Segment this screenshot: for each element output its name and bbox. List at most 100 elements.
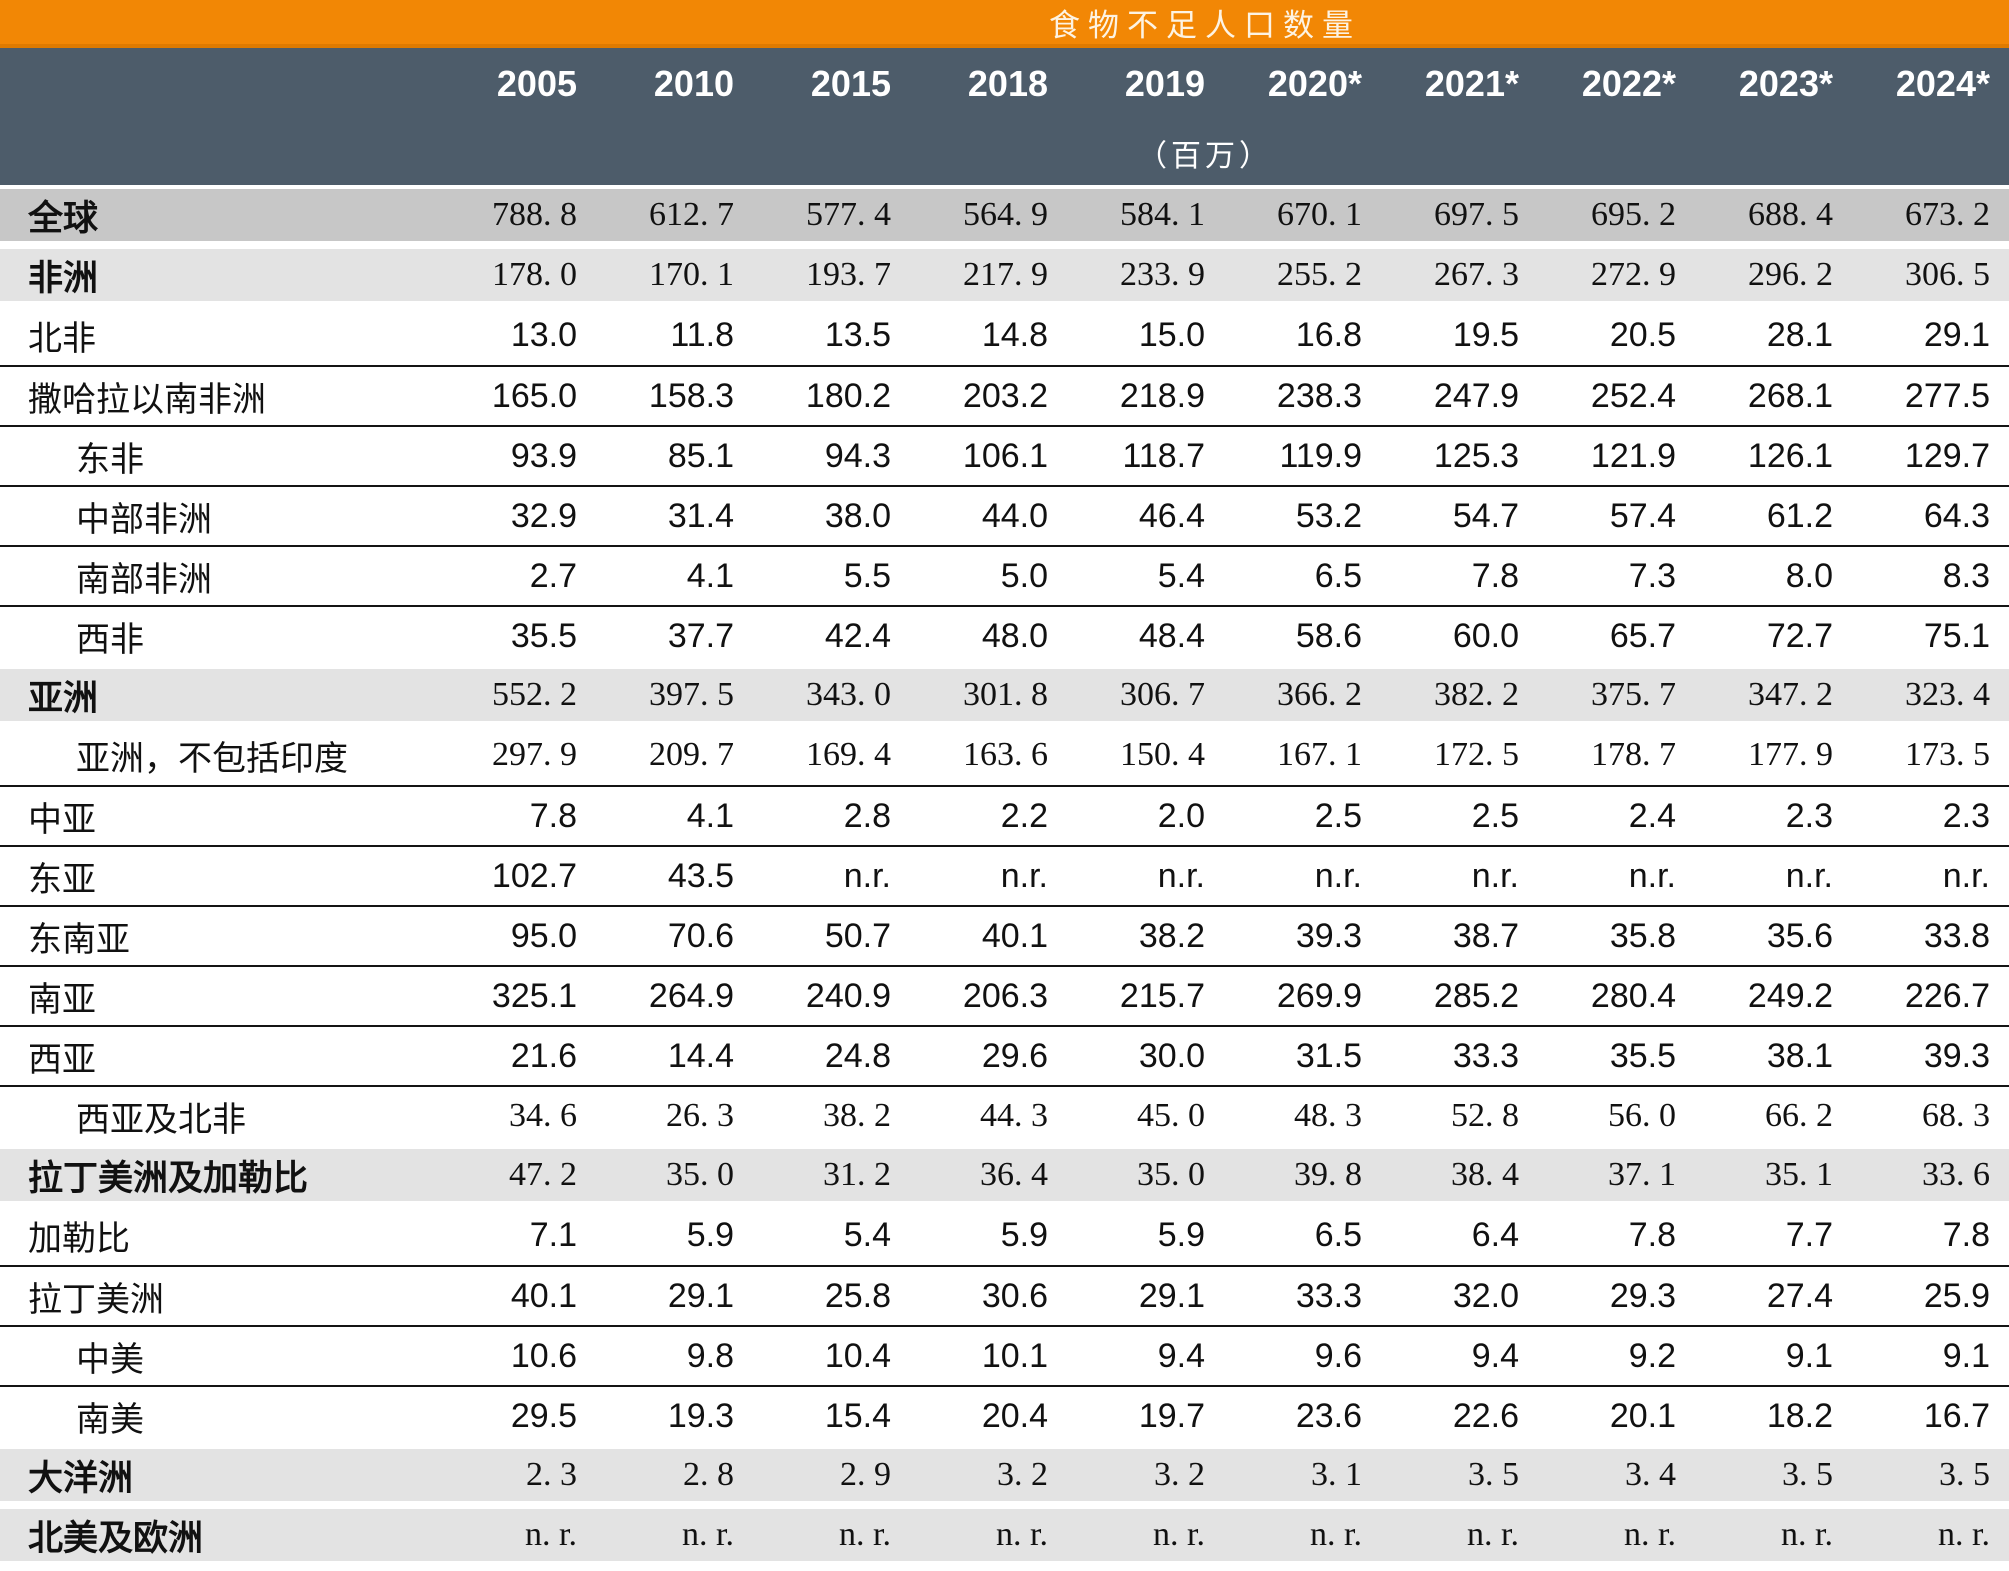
value-cell: 552. 2 bbox=[492, 676, 577, 713]
value-cell: 296. 2 bbox=[1748, 256, 1833, 293]
value-cell: 60.0 bbox=[1452, 616, 1519, 655]
table-row: 北美及欧洲 n. r. n. r. n. r. n. r. n. r. n. r. n. r.… bbox=[0, 1505, 2009, 1565]
value-cell: 40.1 bbox=[981, 916, 1048, 955]
value-cell: 36. 4 bbox=[980, 1156, 1048, 1193]
value-cell: 18.2 bbox=[1766, 1396, 1833, 1435]
value-cell: 180.2 bbox=[805, 376, 891, 415]
value-cell: n. r. bbox=[1781, 1516, 1833, 1553]
value-cell: 33.3 bbox=[1452, 1036, 1519, 1075]
value-cell: 48. 3 bbox=[1294, 1097, 1362, 1134]
row-label: 拉丁美洲 bbox=[28, 1281, 164, 1319]
value-cell: 15.4 bbox=[824, 1396, 891, 1435]
value-cell: 29.1 bbox=[1138, 1276, 1205, 1315]
value-cell: 255. 2 bbox=[1277, 256, 1362, 293]
value-cell: 2.5 bbox=[1471, 796, 1519, 835]
value-cell: 126.1 bbox=[1747, 436, 1833, 475]
value-cell: 206.3 bbox=[962, 976, 1048, 1015]
value-cell: 238.3 bbox=[1276, 376, 1362, 415]
value-cell: 38.0 bbox=[824, 496, 891, 535]
value-cell: 301. 8 bbox=[963, 676, 1048, 713]
value-cell: 267. 3 bbox=[1434, 256, 1519, 293]
column-header: 2022* bbox=[1581, 63, 1676, 104]
value-cell: 3. 2 bbox=[997, 1456, 1048, 1493]
column-header: 2005 bbox=[496, 63, 577, 104]
value-cell: 2.2 bbox=[1000, 796, 1048, 835]
value-cell: 3. 5 bbox=[1939, 1456, 1990, 1493]
value-cell: 178. 0 bbox=[492, 256, 577, 293]
value-cell: 7.8 bbox=[529, 796, 577, 835]
value-cell: 397. 5 bbox=[649, 676, 734, 713]
column-header: 2020* bbox=[1267, 63, 1362, 104]
value-cell: 68. 3 bbox=[1922, 1097, 1990, 1134]
table-row: 拉丁美洲及加勒比 47. 2 35. 0 31. 2 36. 4 35. 0 39. 8 38… bbox=[0, 1145, 2009, 1205]
value-cell: 375. 7 bbox=[1591, 676, 1676, 713]
value-cell: 48.0 bbox=[981, 616, 1048, 655]
value-cell: 577. 4 bbox=[806, 196, 891, 233]
value-cell: 35.6 bbox=[1766, 916, 1833, 955]
value-cell: 215.7 bbox=[1119, 976, 1205, 1015]
table-row: 中亚 7.8 4.1 2.8 2.2 2.0 2.5 2.5 2.4 2.3 2.3 bbox=[0, 785, 2009, 845]
table-row: 亚洲，不包括印度 297. 9 209. 7 169. 4 163. 6 150. 4 16… bbox=[0, 725, 2009, 785]
value-cell: n. r. bbox=[1938, 1516, 1990, 1553]
value-cell: 20.1 bbox=[1609, 1396, 1676, 1435]
value-cell: 34. 6 bbox=[509, 1097, 577, 1134]
table-row: 东非 93.9 85.1 94.3 106.1 118.7 119.9 125.3 121.9 1… bbox=[0, 425, 2009, 485]
value-cell: 163. 6 bbox=[963, 736, 1048, 773]
row-label: 亚洲，不包括印度 bbox=[76, 740, 348, 778]
value-cell: 7.7 bbox=[1785, 1215, 1833, 1254]
table-row: 西非 35.5 37.7 42.4 48.0 48.4 58.6 60.0 65.7 72.7 75… bbox=[0, 605, 2009, 665]
value-cell: 158.3 bbox=[648, 376, 734, 415]
value-cell: 3. 5 bbox=[1468, 1456, 1519, 1493]
value-cell: 13.5 bbox=[824, 315, 891, 354]
value-cell: 306. 7 bbox=[1120, 676, 1205, 713]
value-cell: 47. 2 bbox=[509, 1156, 577, 1193]
row-label: 非洲 bbox=[28, 258, 99, 299]
value-cell: 193. 7 bbox=[806, 256, 891, 293]
value-cell: 22.6 bbox=[1452, 1396, 1519, 1435]
value-cell: 5.4 bbox=[1157, 556, 1205, 595]
value-cell: 2.4 bbox=[1628, 796, 1676, 835]
row-label: 中美 bbox=[76, 1341, 144, 1379]
value-cell: 19.5 bbox=[1452, 315, 1519, 354]
value-cell: 20.5 bbox=[1609, 315, 1676, 354]
value-cell: 169. 4 bbox=[806, 736, 891, 773]
value-cell: 85.1 bbox=[667, 436, 734, 475]
row-label: 拉丁美洲及加勒比 bbox=[28, 1158, 309, 1199]
value-cell: 9.4 bbox=[1157, 1336, 1205, 1375]
value-cell: n. r. bbox=[1624, 1516, 1676, 1553]
value-cell: 2.8 bbox=[843, 796, 891, 835]
value-cell: 217. 9 bbox=[963, 256, 1048, 293]
value-cell: 44.0 bbox=[981, 496, 1048, 535]
table-row: 西亚及北非 34. 6 26. 3 38. 2 44. 3 45. 0 48. 3 52. 8… bbox=[0, 1085, 2009, 1145]
value-cell: 323. 4 bbox=[1905, 676, 1990, 713]
value-cell: 366. 2 bbox=[1277, 676, 1362, 713]
value-cell: n.r. bbox=[1314, 856, 1362, 895]
value-cell: 35. 1 bbox=[1765, 1156, 1833, 1193]
row-label: 南亚 bbox=[28, 981, 96, 1019]
table-row: 全球 788. 8 612. 7 577. 4 564. 9 584. 1 670. 1 69… bbox=[0, 185, 2009, 245]
value-cell: 9.6 bbox=[1314, 1336, 1362, 1375]
value-cell: 31. 2 bbox=[823, 1156, 891, 1193]
value-cell: 93.9 bbox=[510, 436, 577, 475]
value-cell: 2. 8 bbox=[683, 1456, 734, 1493]
value-cell: 29.3 bbox=[1609, 1276, 1676, 1315]
value-cell: 272. 9 bbox=[1591, 256, 1676, 293]
value-cell: 54.7 bbox=[1452, 496, 1519, 535]
value-cell: 29.1 bbox=[1923, 315, 1990, 354]
value-cell: 35.8 bbox=[1609, 916, 1676, 955]
value-cell: 6.4 bbox=[1471, 1215, 1519, 1254]
table-row: 拉丁美洲 40.1 29.1 25.8 30.6 29.1 33.3 32.0 29.3 27.4… bbox=[0, 1265, 2009, 1325]
value-cell: 30.0 bbox=[1138, 1036, 1205, 1075]
value-cell: 695. 2 bbox=[1591, 196, 1676, 233]
year-header-row: 2005 2010 2015 2018 2019 2020* 2021* 2022* 2023*… bbox=[0, 48, 2009, 120]
value-cell: 39. 8 bbox=[1294, 1156, 1362, 1193]
value-cell: 612. 7 bbox=[649, 196, 734, 233]
row-label: 北美及欧洲 bbox=[28, 1518, 204, 1559]
table-column-header: 2005 2010 2015 2018 2019 2020* 2021* 2022* 2023*… bbox=[0, 48, 2009, 185]
value-cell: 2.7 bbox=[529, 556, 577, 595]
column-header: 2010 bbox=[653, 63, 734, 104]
value-cell: 35. 0 bbox=[666, 1156, 734, 1193]
value-cell: 11.8 bbox=[670, 315, 734, 354]
value-cell: 170. 1 bbox=[649, 256, 734, 293]
row-label: 东非 bbox=[76, 441, 144, 479]
